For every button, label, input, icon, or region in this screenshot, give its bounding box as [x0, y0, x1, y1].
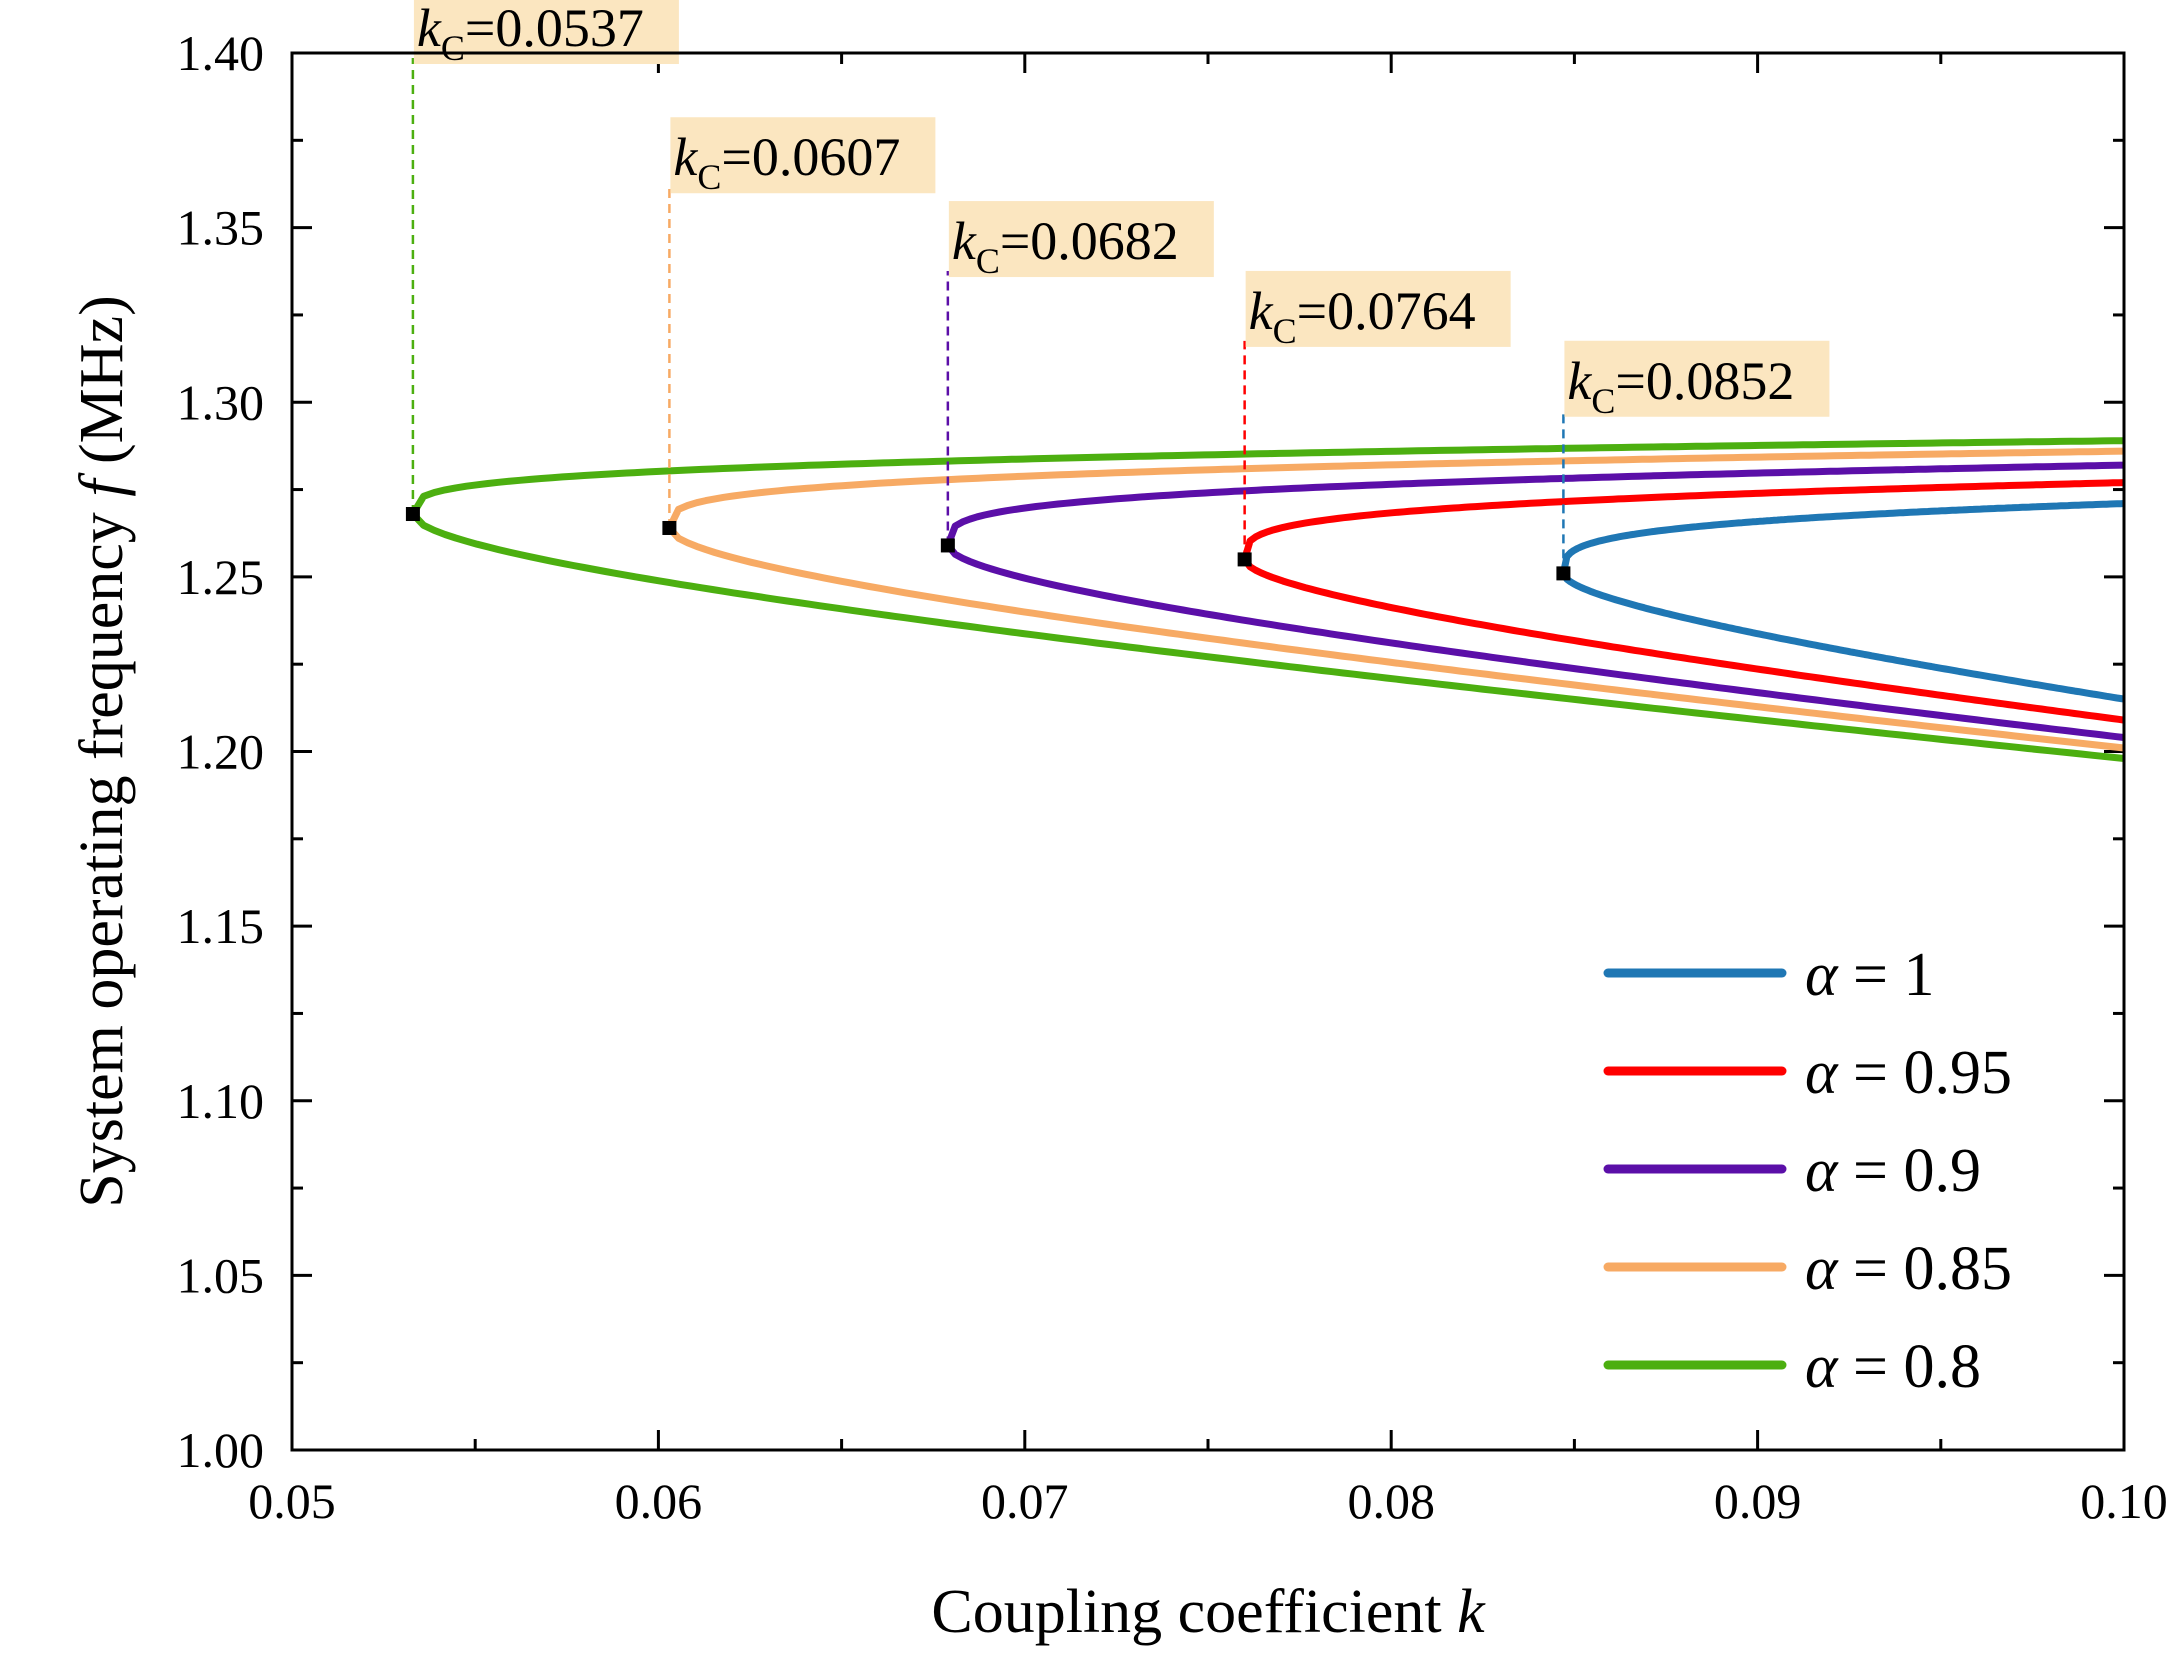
kc-label: kC=0.0682: [952, 211, 1179, 281]
x-tick-label: 0.09: [1714, 1473, 1802, 1529]
kc-label-box: [670, 117, 936, 194]
plot-frame: [290, 51, 2126, 1452]
y-axis-title: System operating frequency f (MHz): [68, 295, 136, 1208]
kc-label: kC=0.0852: [1567, 351, 1794, 421]
legend: α = 1 α = 0.95 α = 0.9 α = 0.85 α = 0.8: [1603, 941, 2012, 1401]
x-tick-label: 0.07: [981, 1473, 1069, 1529]
legend-label: α = 0.9: [1805, 1137, 1981, 1205]
legend-label: α = 0.8: [1805, 1333, 1981, 1401]
x-axis-title: Coupling coefficient k: [931, 1578, 1486, 1646]
kc-label-box: [1245, 270, 1511, 347]
y-tick-label: 1.10: [177, 1073, 265, 1129]
y-tick-label: 1.35: [177, 200, 265, 256]
vertex-marker: [405, 507, 420, 522]
vertex-marker: [1556, 566, 1571, 581]
kc-label: kC=0.0537: [417, 0, 644, 68]
legend-label: α = 0.85: [1805, 1235, 2012, 1303]
series-line: [1559, 500, 2125, 703]
y-tick-label: 1.15: [177, 898, 265, 954]
y-tick-label: 1.00: [177, 1422, 265, 1478]
y-tick-label: 1.25: [177, 549, 265, 605]
legend-label: α = 1: [1805, 941, 1935, 1009]
vertex-marker: [1237, 552, 1252, 567]
kc-label: kC=0.0764: [1249, 281, 1476, 351]
kc-label-box: [948, 201, 1214, 278]
y-tick-label: 1.30: [177, 374, 265, 430]
x-tick-label: 0.10: [2080, 1473, 2168, 1529]
x-tick-label: 0.08: [1347, 1473, 1435, 1529]
annotation-layer: kC=0.0852 kC=0.0764 kC=0.0682 kC=0.0607 kC=0…: [405, 0, 1830, 581]
x-tick-label: 0.06: [615, 1473, 703, 1529]
series-line: [665, 447, 2125, 752]
vertex-marker: [940, 538, 955, 553]
x-tick-label: 0.05: [248, 1473, 336, 1529]
legend-label: α = 0.95: [1805, 1039, 2012, 1107]
kc-label-box: [1564, 340, 1830, 417]
series-layer: [409, 437, 2125, 762]
tick-layer: 0.05 0.06 0.07 0.08 0.09 0.10 1.00 1.05 1.10 1.15…: [177, 25, 2168, 1529]
y-tick-label: 1.40: [177, 25, 265, 81]
kc-label: kC=0.0607: [673, 127, 900, 197]
vertex-marker: [662, 520, 677, 535]
y-tick-label: 1.20: [177, 724, 265, 780]
y-tick-label: 1.05: [177, 1247, 265, 1303]
